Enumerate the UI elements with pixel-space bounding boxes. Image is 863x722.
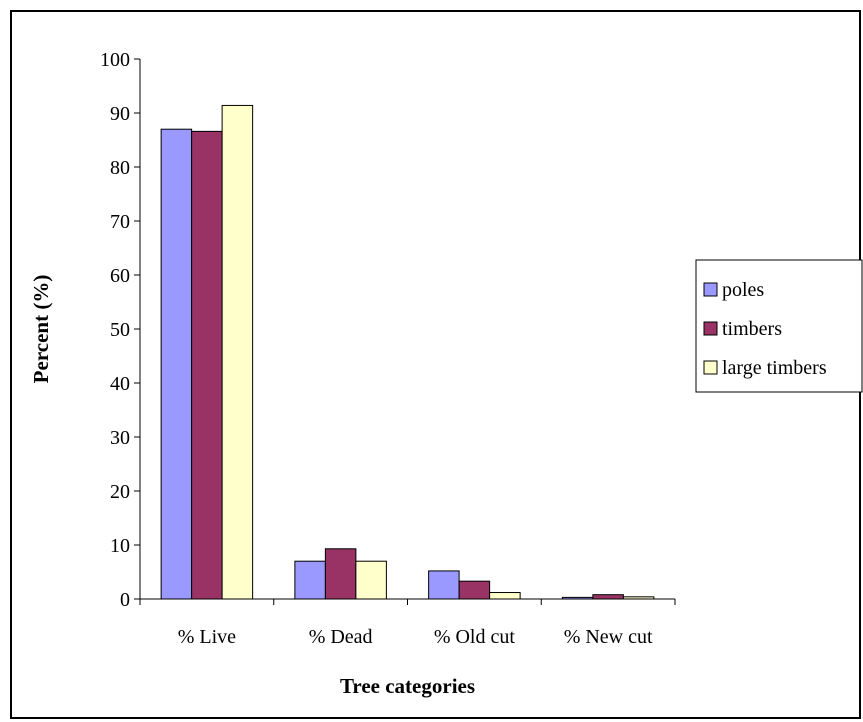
- bar-timbers-2: [458, 580, 491, 600]
- bar-large-timbers-2: [489, 592, 521, 600]
- legend-label: timbers: [722, 318, 782, 340]
- y-axis-title: Percent (%): [29, 275, 53, 384]
- y-tick-label: 90: [110, 103, 130, 125]
- y-tick-label: 100: [100, 49, 130, 71]
- y-tick-label: 50: [110, 319, 130, 341]
- bar-poles-1: [294, 560, 326, 600]
- y-tick-label: 10: [110, 535, 130, 557]
- y-tick-label: 30: [110, 427, 130, 449]
- x-axis-categories: % Live % Dead % Old cut % New cut: [178, 626, 653, 648]
- y-tick-label: 70: [110, 211, 130, 233]
- x-category-label: % Live: [178, 626, 236, 648]
- legend-label: poles: [722, 279, 764, 301]
- bar-timbers-3: [592, 594, 624, 600]
- bar-timbers-0: [191, 130, 223, 600]
- x-category-label: % New cut: [564, 626, 653, 648]
- legend-label: large timbers: [722, 357, 827, 379]
- chart-frame: 0 10 20 30 40 50 60 70 80 90 100 % Live % Dead % Old…: [10, 10, 863, 719]
- bar-timbers-1: [324, 548, 357, 600]
- y-tick-label: 60: [110, 265, 130, 287]
- legend-box: [695, 259, 863, 393]
- legend: poles timbers large timbers: [695, 259, 863, 393]
- bar-chart: 0 10 20 30 40 50 60 70 80 90 100 % Live % Dead % Old…: [29, 49, 863, 698]
- axes: [139, 59, 676, 605]
- y-tick-label: 40: [110, 373, 130, 395]
- bar-large-timbers-0: [221, 104, 254, 600]
- bar-large-timbers-1: [355, 560, 387, 600]
- x-category-label: % Old cut: [434, 626, 516, 648]
- bar-poles-2: [428, 570, 460, 600]
- legend-swatch-timbers: [703, 321, 718, 336]
- y-tick-label: 20: [110, 481, 130, 503]
- x-axis-title: Tree categories: [340, 674, 475, 698]
- bars: [160, 104, 655, 600]
- bar-poles-0: [160, 128, 193, 600]
- legend-swatch-large-timbers: [703, 360, 718, 375]
- y-axis-ticks: 0 10 20 30 40 50 60 70 80 90 100: [100, 49, 140, 611]
- y-tick-label: 0: [120, 589, 130, 611]
- legend-swatch-poles: [703, 282, 718, 297]
- x-category-label: % Dead: [309, 626, 373, 648]
- y-tick-label: 80: [110, 157, 130, 179]
